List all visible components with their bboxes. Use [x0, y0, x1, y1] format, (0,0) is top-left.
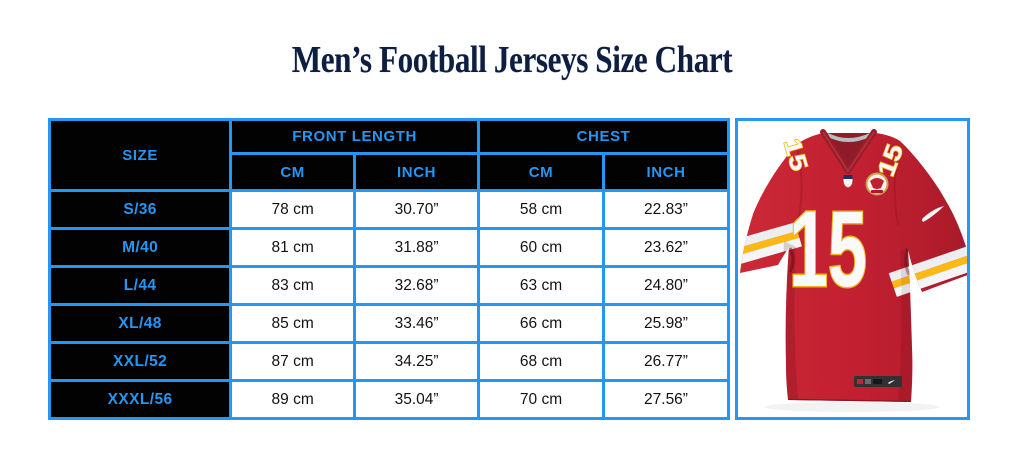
- size-label: XXL/52: [47, 341, 233, 382]
- size-label: XL/48: [47, 303, 233, 344]
- jersey-illustration: 15 15 15: [740, 129, 967, 412]
- col-header-front-cm: CM: [229, 152, 357, 192]
- inner-collar-trim: [828, 133, 870, 142]
- v-neck-collar: [820, 129, 877, 174]
- table-row: XL/48 85 cm 33.46” 66 cm 25.98”: [47, 303, 730, 344]
- col-header-size: SIZE: [47, 118, 233, 192]
- table-group-header-row: SIZE FRONT LENGTH CHEST: [47, 118, 730, 192]
- table-row: L/44 83 cm 32.68” 63 cm 24.80”: [47, 265, 730, 306]
- chest-inch: 26.77”: [602, 341, 730, 382]
- col-header-chest-inch: INCH: [602, 152, 730, 192]
- chest-inch: 27.56”: [602, 379, 730, 420]
- size-label: L/44: [47, 265, 233, 306]
- chest-cm: 68 cm: [477, 341, 605, 382]
- front-length-inch: 34.25”: [353, 341, 481, 382]
- table-row: XXL/52 87 cm 34.25” 68 cm 26.77”: [47, 341, 730, 382]
- team-patch-icon: [865, 172, 889, 196]
- front-length-inch: 33.46”: [353, 303, 481, 344]
- chest-inch: 23.62”: [602, 227, 730, 268]
- front-length-cm: 81 cm: [229, 227, 357, 268]
- front-length-cm: 83 cm: [229, 265, 357, 306]
- size-label: M/40: [47, 227, 233, 268]
- front-length-inch: 31.88”: [353, 227, 481, 268]
- chest-cm: 66 cm: [477, 303, 605, 344]
- jock-tag: [854, 376, 902, 387]
- col-header-chest-cm: CM: [477, 152, 605, 192]
- chest-inch: 25.98”: [602, 303, 730, 344]
- chest-cm: 58 cm: [477, 189, 605, 230]
- front-length-inch: 35.04”: [353, 379, 481, 420]
- chest-cm: 60 cm: [477, 227, 605, 268]
- table-row: M/40 81 cm 31.88” 60 cm 23.62”: [47, 227, 730, 268]
- col-header-front-inch: INCH: [353, 152, 481, 192]
- size-chart-table: SIZE FRONT LENGTH CHEST CM INCH CM INCH …: [47, 118, 730, 420]
- size-label: S/36: [47, 189, 233, 230]
- table-sub-header-row: CM INCH CM INCH: [50, 152, 730, 192]
- table-row: XXXL/56 89 cm 35.04” 70 cm 27.56”: [47, 379, 730, 420]
- jersey-drop-shadow: [764, 402, 940, 412]
- page-title: Men’s Football Jerseys Size Chart: [291, 39, 733, 81]
- size-label: XXXL/56: [47, 379, 233, 420]
- nike-swoosh-icon: [922, 206, 944, 222]
- front-length-cm: 87 cm: [229, 341, 357, 382]
- size-chart-section: SIZE FRONT LENGTH CHEST CM INCH CM INCH …: [47, 118, 970, 420]
- chest-inch: 24.80”: [602, 265, 730, 306]
- front-length-inch: 30.70”: [353, 189, 481, 230]
- jersey-number-front: 15: [789, 188, 867, 309]
- chest-cm: 70 cm: [477, 379, 605, 420]
- front-length-cm: 89 cm: [229, 379, 357, 420]
- col-group-chest: CHEST: [477, 118, 730, 155]
- col-group-front-length: FRONT LENGTH: [229, 118, 481, 155]
- chest-inch: 22.83”: [602, 189, 730, 230]
- table-row: S/36 78 cm 30.70” 58 cm 22.83”: [47, 189, 730, 230]
- front-length-inch: 32.68”: [353, 265, 481, 306]
- nfl-shield-icon: [843, 175, 853, 188]
- front-length-cm: 78 cm: [229, 189, 357, 230]
- jersey-product-image: 15 15 15: [735, 118, 970, 420]
- chest-cm: 63 cm: [477, 265, 605, 306]
- front-length-cm: 85 cm: [229, 303, 357, 344]
